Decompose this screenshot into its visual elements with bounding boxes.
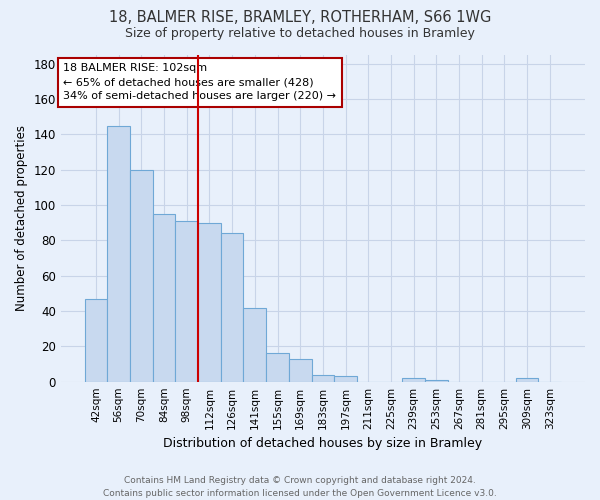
Bar (198, 223, 221, 382)
Bar (425, 380, 448, 382)
Bar (130, 170, 152, 382)
Y-axis label: Number of detached properties: Number of detached properties (15, 126, 28, 312)
Bar (175, 221, 198, 382)
Bar (516, 378, 538, 382)
X-axis label: Distribution of detached houses by size in Bramley: Distribution of detached houses by size … (163, 437, 482, 450)
Text: 18, BALMER RISE, BRAMLEY, ROTHERHAM, S66 1WG: 18, BALMER RISE, BRAMLEY, ROTHERHAM, S66… (109, 10, 491, 25)
Bar (85, 298, 107, 382)
Bar (311, 374, 334, 382)
Text: 18 BALMER RISE: 102sqm
← 65% of detached houses are smaller (428)
34% of semi-de: 18 BALMER RISE: 102sqm ← 65% of detached… (64, 63, 337, 101)
Bar (334, 376, 357, 382)
Bar (244, 308, 266, 382)
Bar (221, 234, 244, 382)
Bar (152, 214, 175, 382)
Bar (266, 354, 289, 382)
Text: Size of property relative to detached houses in Bramley: Size of property relative to detached ho… (125, 28, 475, 40)
Text: Contains HM Land Registry data © Crown copyright and database right 2024.
Contai: Contains HM Land Registry data © Crown c… (103, 476, 497, 498)
Bar (403, 378, 425, 382)
Bar (107, 126, 130, 382)
Bar (289, 358, 311, 382)
